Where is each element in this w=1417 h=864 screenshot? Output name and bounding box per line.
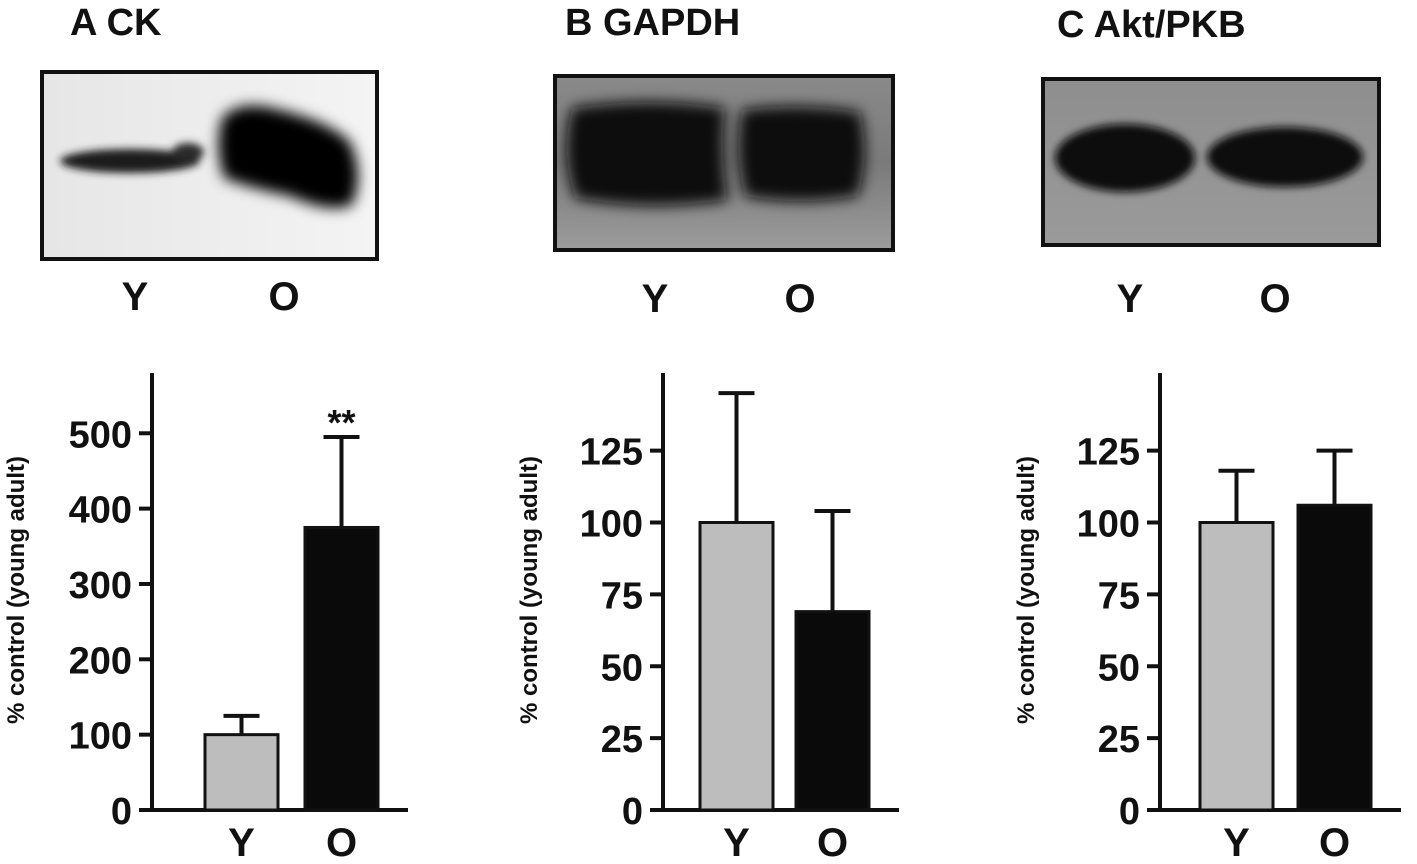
panel-b-y-tick-label: 50 xyxy=(601,647,643,689)
panel-c-lane-y: Y xyxy=(1117,277,1144,321)
panel-b-bar-y xyxy=(698,521,775,812)
panel-c-y-axis-label: % control (young adult) xyxy=(1013,456,1040,724)
panel-b-bar-o xyxy=(794,610,871,812)
panel-c-y-tick-label: 0 xyxy=(1119,791,1140,833)
panel-a-title: A CK xyxy=(70,2,162,44)
panel-a-blot-image xyxy=(40,70,379,261)
panel-b-y-axis-label: % control (young adult) xyxy=(516,456,543,724)
panel-c-bar-o xyxy=(1296,503,1373,812)
panel-b-blot-image xyxy=(553,74,895,252)
panel-b-title: B GAPDH xyxy=(565,2,740,44)
panel-b-y-tick-label: 0 xyxy=(622,791,643,833)
panel-c-y-tick-label: 50 xyxy=(1098,647,1140,689)
panel-c-y-tick-label: 100 xyxy=(1077,504,1140,546)
panel-b-bar-chart: 0 25 50 75 100 125 % control (young adult) Y O xyxy=(516,373,899,864)
panel-a-y-tick-label: 200 xyxy=(69,640,132,682)
panel-c-y-tick-label: 125 xyxy=(1077,432,1140,474)
panel-a-y-tick-label: 400 xyxy=(69,490,132,532)
panel-c-x-tick-label: O xyxy=(1319,821,1350,859)
panel-b-y-tick-label: 75 xyxy=(601,575,643,617)
panel-a-significance-marker: ** xyxy=(327,402,355,443)
panel-a-y-tick-label: 0 xyxy=(111,791,132,833)
panel-a-lane-o: O xyxy=(268,275,299,319)
panel-a-y-tick-label: 300 xyxy=(69,565,132,607)
panel-a-lane-y: Y xyxy=(122,275,149,319)
panel-c-y-tick-label: 25 xyxy=(1098,719,1140,761)
panel-b-y-tick-label: 100 xyxy=(580,504,643,546)
panel-b-x-tick-label: Y xyxy=(723,821,750,859)
panel-a-x-tick-label: O xyxy=(326,821,357,859)
panel-a-x-tick-label: Y xyxy=(228,821,255,859)
panel-c-x-tick-label: Y xyxy=(1223,821,1250,859)
panel-c-title: C Akt/PKB xyxy=(1057,4,1246,46)
panel-b-y-tick-label: 25 xyxy=(601,719,643,761)
panel-a-bar-y xyxy=(203,733,280,812)
panel-c-bar-y xyxy=(1198,521,1275,812)
panel-c-bar-chart: 0 25 50 75 100 125 % control (young adult) Y O xyxy=(1013,373,1401,864)
panel-c-y-tick-label: 75 xyxy=(1098,575,1140,617)
panel-a-y-axis-label: % control (young adult) xyxy=(3,456,30,724)
panel-c-lane-o: O xyxy=(1259,277,1290,321)
panel-b-lane-y: Y xyxy=(642,277,669,321)
panel-a-bar-chart: 0 100 200 300 400 500 % control (young adult) Y… xyxy=(3,373,408,864)
panel-a-y-tick-label: 500 xyxy=(69,414,132,456)
panel-c-blot-image xyxy=(1041,77,1381,247)
panel-b-y-tick-label: 125 xyxy=(580,432,643,474)
panel-b-x-tick-label: O xyxy=(817,821,848,859)
panel-a-y-tick-label: 100 xyxy=(69,716,132,758)
panel-a-bar-o xyxy=(303,525,380,812)
panel-b-lane-o: O xyxy=(784,277,815,321)
